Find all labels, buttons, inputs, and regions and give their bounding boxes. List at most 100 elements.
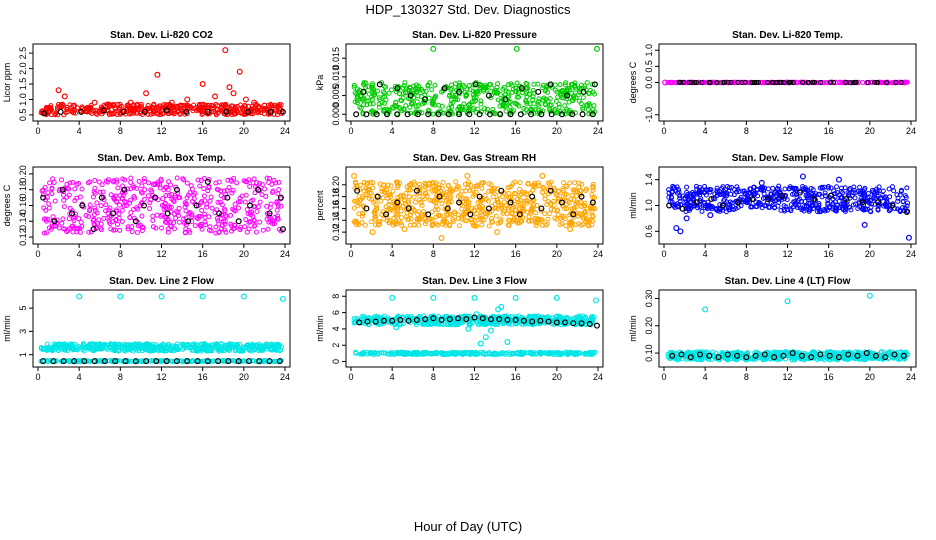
data-point <box>502 96 509 103</box>
band-point <box>852 195 858 201</box>
band-point <box>276 187 282 193</box>
band-point <box>447 93 453 99</box>
band-point <box>351 82 357 88</box>
band-point <box>462 181 468 187</box>
band-point <box>535 81 541 87</box>
band-point <box>44 230 50 236</box>
band-point <box>270 221 276 227</box>
band-point <box>134 185 140 191</box>
band-point <box>215 199 221 205</box>
band-point <box>202 222 208 228</box>
band-point <box>175 190 181 196</box>
band-point <box>425 82 431 88</box>
y-tick-label: 0.010 <box>331 66 341 89</box>
band-point <box>150 181 156 187</box>
band-point <box>412 199 418 205</box>
band-point <box>107 214 113 220</box>
band-point <box>431 95 437 101</box>
band-point <box>171 220 177 226</box>
band-point <box>192 223 198 229</box>
data-point <box>185 218 192 225</box>
x-tick-label: 24 <box>593 126 603 136</box>
panel-3: Stan. Dev. Li-820 Temp.degrees C0 4 8 12 16 2… <box>628 30 917 136</box>
x-tick-label: 8 <box>431 126 436 136</box>
x-tick-label: 8 <box>744 249 749 259</box>
band-point <box>513 85 519 91</box>
band-point <box>165 226 171 232</box>
band-point <box>115 185 121 191</box>
band-point <box>152 182 158 188</box>
band-point <box>562 111 568 117</box>
band-point <box>407 104 413 110</box>
y-tick-label: 2.5 <box>18 47 28 60</box>
x-tick-label: 0 <box>348 372 353 382</box>
band-point <box>456 223 462 229</box>
band-point <box>402 80 408 86</box>
data-point <box>79 105 86 112</box>
data-point <box>204 108 211 115</box>
x-tick-label: 24 <box>280 372 290 382</box>
x-tick-label: 24 <box>906 126 916 136</box>
data-point <box>535 88 542 95</box>
data-point <box>251 99 258 106</box>
band-point <box>221 188 227 194</box>
band-point <box>556 101 562 107</box>
data-point <box>244 108 251 115</box>
band-point <box>271 177 277 183</box>
data-point <box>76 293 83 300</box>
band-point <box>398 98 404 104</box>
band-point <box>552 106 558 112</box>
band-point <box>213 224 219 230</box>
band-point <box>257 180 263 186</box>
band-point <box>364 102 370 108</box>
data-point <box>132 218 139 225</box>
band-point <box>366 91 372 97</box>
band-point <box>570 94 576 100</box>
band-point <box>170 197 176 203</box>
band-point <box>515 89 521 95</box>
data-point <box>226 84 233 91</box>
band-point <box>127 215 133 221</box>
data-point <box>373 111 380 118</box>
band-point <box>94 210 100 216</box>
data-point <box>589 111 596 118</box>
band-point <box>142 187 148 193</box>
data-point <box>384 111 391 118</box>
band-point <box>464 92 470 98</box>
band-point <box>850 80 856 86</box>
y-tick-label: 1.0 <box>18 93 28 106</box>
band-point <box>188 183 194 189</box>
band-point <box>886 186 892 192</box>
band-point <box>139 224 145 230</box>
band-point <box>563 91 569 97</box>
y-tick-label: 3 <box>18 329 28 334</box>
band-point <box>681 79 687 85</box>
band-point <box>375 88 381 94</box>
data-point <box>236 68 243 75</box>
band-point <box>524 100 530 106</box>
band-point <box>535 101 541 107</box>
band-point <box>770 185 776 191</box>
data-point <box>414 111 421 118</box>
data-point <box>216 210 223 217</box>
band-point <box>135 107 141 113</box>
data-point <box>240 293 247 300</box>
band-point <box>401 106 407 112</box>
band-point <box>253 229 259 235</box>
band-point <box>197 222 203 228</box>
data-point <box>662 79 669 86</box>
data-point <box>277 194 284 201</box>
band-point <box>235 199 241 205</box>
band-point <box>46 225 52 231</box>
band-point <box>228 212 234 218</box>
data-point <box>163 107 170 114</box>
band-point <box>76 181 82 187</box>
data-point <box>394 111 401 118</box>
x-tick-label: 16 <box>824 126 834 136</box>
band-point <box>65 109 71 115</box>
band-point <box>264 216 270 222</box>
data-point <box>517 111 524 118</box>
band-point <box>125 186 131 192</box>
band-point <box>202 214 208 220</box>
band-point <box>587 90 593 96</box>
